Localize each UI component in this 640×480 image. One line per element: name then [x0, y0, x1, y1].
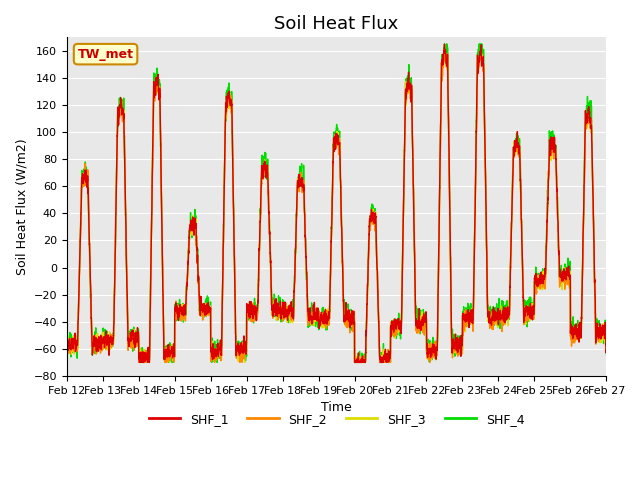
SHF_1	[428, 352, 435, 358]
SHF_4	[160, 344, 168, 350]
SHF_4	[317, 319, 324, 325]
SHF_1	[63, 339, 70, 345]
Y-axis label: Soil Heat Flux (W/m2): Soil Heat Flux (W/m2)	[15, 138, 28, 275]
SHF_2	[428, 352, 435, 358]
SHF_3	[428, 357, 435, 362]
SHF_3	[160, 348, 168, 354]
SHF_3	[488, 312, 496, 317]
SHF_1	[458, 336, 465, 342]
SHF_4	[458, 335, 465, 341]
SHF_4	[428, 347, 435, 352]
SHF_3	[63, 336, 70, 342]
SHF_2	[458, 348, 465, 353]
SHF_1	[440, 41, 448, 47]
SHF_4	[136, 360, 143, 365]
SHF_2	[602, 349, 610, 355]
SHF_1	[488, 316, 496, 322]
X-axis label: Time: Time	[321, 401, 352, 414]
SHF_2	[317, 314, 324, 320]
SHF_4	[63, 341, 70, 347]
Line: SHF_1: SHF_1	[67, 44, 606, 362]
SHF_2	[135, 360, 143, 365]
Text: TW_met: TW_met	[77, 48, 134, 60]
SHF_1	[317, 316, 324, 322]
SHF_3	[441, 46, 449, 52]
SHF_1	[602, 342, 610, 348]
SHF_2	[477, 48, 485, 53]
SHF_3	[317, 319, 324, 325]
SHF_2	[602, 334, 610, 340]
SHF_4	[488, 306, 496, 312]
SHF_3	[602, 348, 610, 354]
SHF_4	[602, 340, 610, 346]
SHF_1	[136, 360, 143, 365]
SHF_4	[441, 41, 449, 47]
Title: Soil Heat Flux: Soil Heat Flux	[275, 15, 399, 33]
Legend: SHF_1, SHF_2, SHF_3, SHF_4: SHF_1, SHF_2, SHF_3, SHF_4	[143, 408, 529, 431]
Line: SHF_2: SHF_2	[67, 50, 606, 362]
SHF_3	[602, 345, 610, 350]
Line: SHF_3: SHF_3	[67, 49, 606, 362]
SHF_1	[160, 349, 168, 355]
SHF_2	[63, 345, 70, 350]
SHF_3	[458, 348, 465, 354]
SHF_2	[488, 326, 496, 332]
SHF_1	[602, 349, 610, 355]
SHF_2	[160, 343, 168, 349]
SHF_4	[602, 351, 610, 357]
SHF_3	[135, 360, 143, 365]
Line: SHF_4: SHF_4	[67, 44, 606, 362]
